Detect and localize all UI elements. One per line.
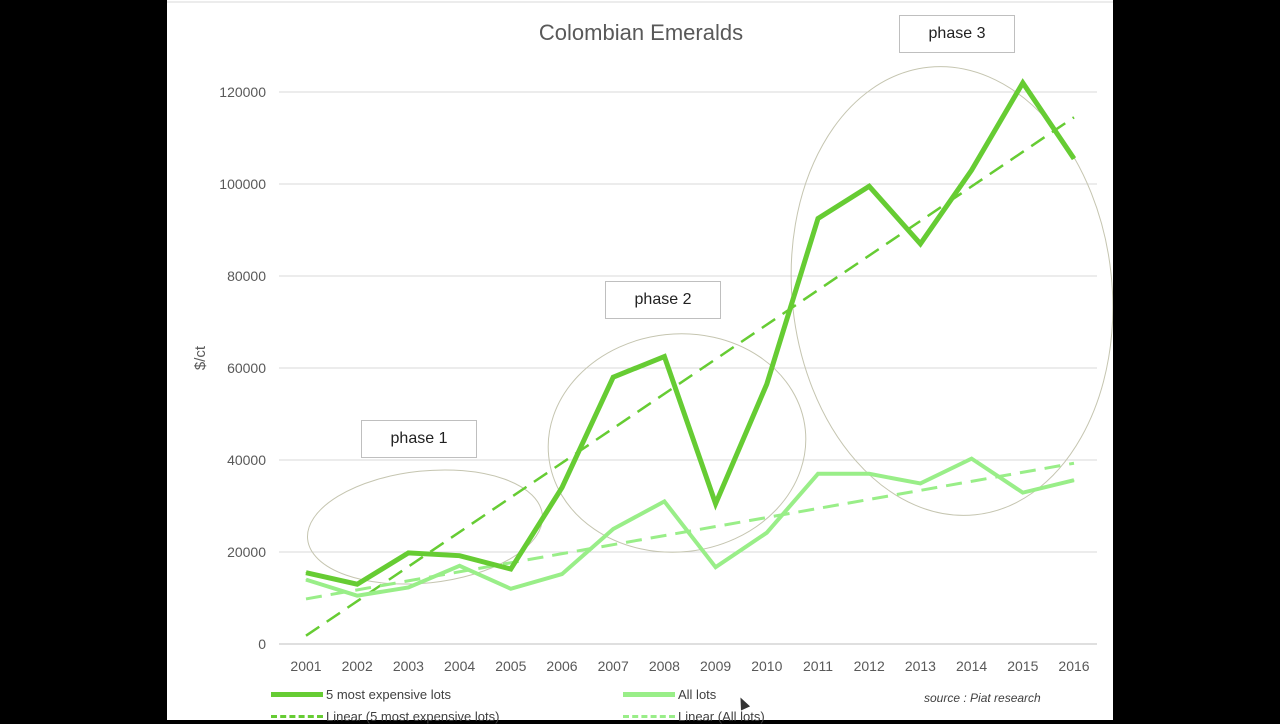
legend-swatch-linear-all [623,715,675,718]
all-lots-point-2013 [919,482,921,484]
top-lots-point-2008 [663,356,665,357]
all-lots-point-2010 [766,532,768,534]
all-lots-point-2005 [510,588,512,590]
all-lots-point-2015 [1022,492,1024,494]
x-tick-label: 2013 [905,658,936,674]
top-lots-point-2009 [715,503,717,505]
all-lots-point-2008 [663,500,665,502]
y-tick-label: 100000 [219,176,266,192]
phase-3-ellipse [790,66,1113,516]
top-lots-point-2007 [612,376,614,378]
x-tick-label: 2005 [495,658,526,674]
legend-swatch-top-series [271,692,323,697]
x-tick-label: 2006 [546,658,577,674]
series-line-all-lots [305,456,1075,598]
all-lots-point-2012 [868,473,870,475]
x-tick-label: 2010 [751,658,782,674]
legend-label-linear-all: Linear (All lots) [678,709,765,724]
x-tick-label: 2007 [598,658,629,674]
x-tick-label: 2016 [1058,658,1089,674]
series-line-top-lots [305,78,1077,587]
y-axis-label: $/ct [192,345,209,370]
trendline-top-lots [305,116,1075,637]
x-tick-label: 2008 [649,658,680,674]
x-tick-labels: 2001 2002 2003 2004 2005 2006 2007 2008 2009 2010… [290,658,1089,674]
x-tick-label: 2012 [854,658,885,674]
x-tick-label: 2014 [956,658,987,674]
data-series [305,78,1077,598]
all-lots-point-2006 [561,573,563,575]
phase-2-ellipse [547,333,807,553]
x-tick-label: 2003 [393,658,424,674]
top-lots-point-2010 [766,383,768,385]
source-note: source : Piat research [924,691,1041,705]
legend-item-linear-all: Linear (All lots) [623,709,765,724]
y-tick-label: 40000 [227,452,266,468]
chart-svg: Colombian Emeralds $/ct 0 20000 40000 60000… [167,1,1113,674]
y-tick-label: 0 [258,636,266,652]
chart-slide: Colombian Emeralds $/ct 0 20000 40000 60000… [167,0,1113,724]
x-tick-label: 2011 [803,658,833,674]
y-tick-label: 20000 [227,544,266,560]
x-tick-label: 2002 [342,658,373,674]
top-lots-point-2005 [510,568,512,570]
x-tick-label: 2009 [700,658,731,674]
top-lots-point-2016 [1073,158,1075,160]
top-lots-point-2012 [868,185,870,187]
legend-item-top-series: 5 most expensive lots [271,687,451,702]
legend-swatch-all-lots [623,692,675,697]
all-lots-point-2014 [971,458,973,460]
legend-item-linear-top: Linear (5 most expensive lots) [271,709,499,724]
gridlines [279,91,1097,645]
all-lots-point-2002 [356,595,358,597]
chart-title: Colombian Emeralds [539,20,743,45]
y-tick-label: 120000 [219,84,266,100]
legend-swatch-linear-top [271,715,323,718]
all-lots-point-2004 [459,565,461,567]
y-tick-label: 80000 [227,268,266,284]
all-lots-point-2001 [305,579,307,581]
top-lots-point-2002 [356,583,358,585]
trendlines [305,116,1075,637]
phase-2-label: phase 2 [605,281,721,319]
x-tick-label: 2004 [444,658,475,674]
top-lots-point-2014 [971,169,973,171]
all-lots-point-2016 [1073,479,1075,481]
top-lots-point-2003 [407,552,409,554]
top-lots-point-2001 [305,572,307,574]
top-lots-point-2013 [919,243,921,245]
all-lots-point-2009 [715,566,717,568]
phase-1-label: phase 1 [361,420,477,458]
x-tick-label: 2015 [1007,658,1038,674]
legend-label-top-series: 5 most expensive lots [326,687,452,702]
legend-label-all-lots: All lots [678,687,717,702]
top-lots-point-2015 [1022,82,1024,84]
y-tick-label: 60000 [227,360,266,376]
top-lots-point-2011 [817,218,819,219]
top-lots-point-2006 [561,487,563,489]
legend-label-linear-top: Linear (5 most expensive lots) [326,709,500,724]
phase-3-label: phase 3 [899,15,1015,53]
all-lots-point-2007 [612,528,614,530]
top-lots-point-2004 [459,555,461,557]
all-lots-point-2011 [817,473,819,475]
all-lots-point-2003 [407,586,409,588]
x-tick-label: 2001 [290,658,321,674]
legend-item-all-lots: All lots [623,687,716,702]
phase-1-ellipse [307,469,543,585]
y-tick-labels: 0 20000 40000 60000 80000 100000 120000 [219,84,266,652]
